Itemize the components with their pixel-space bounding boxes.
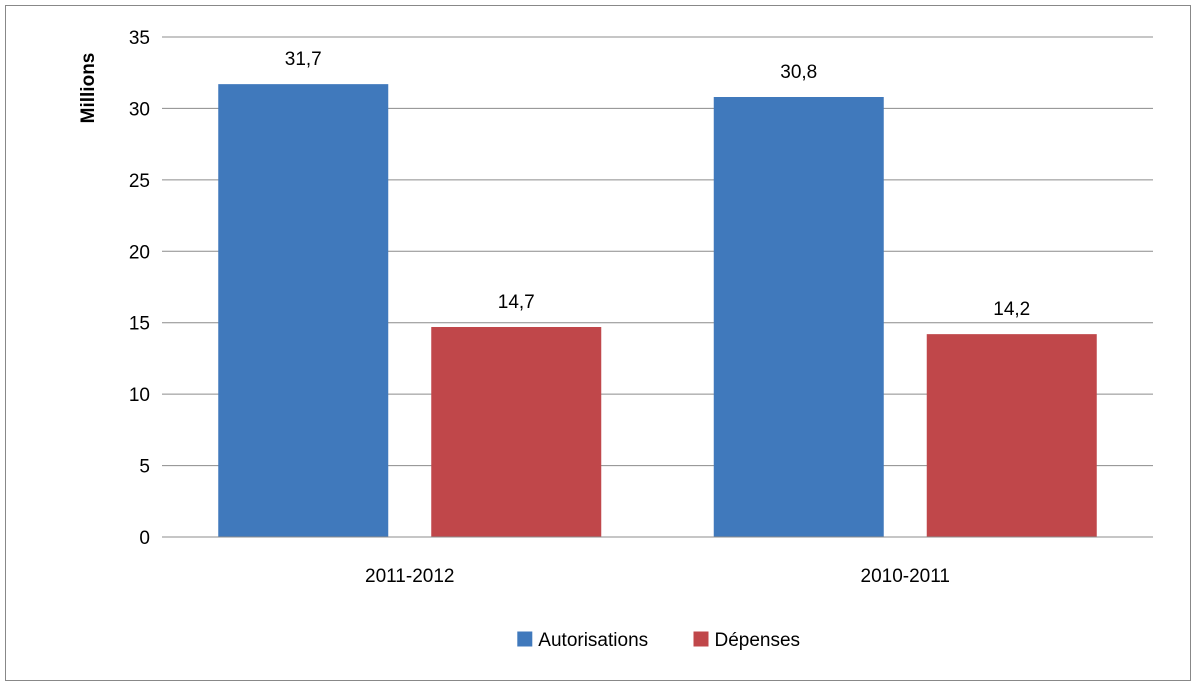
legend-label: Autorisations (538, 630, 648, 651)
y-tick-label: 20 (129, 242, 150, 263)
data-labels: 31,7 14,7 30,8 14,2 (285, 49, 1030, 320)
bars (218, 84, 1097, 538)
y-axis-ticks: 0 5 10 15 20 25 30 35 (129, 28, 150, 549)
data-label: 14,7 (498, 292, 535, 313)
bar-autorisations (218, 84, 389, 538)
bar-d-penses (431, 327, 602, 537)
y-tick-label: 0 (139, 528, 150, 549)
y-tick-label: 35 (129, 28, 150, 49)
legend-swatch (693, 631, 709, 647)
y-tick-label: 10 (129, 385, 150, 406)
data-label: 30,8 (780, 62, 817, 83)
bar-d-penses (926, 334, 1097, 537)
y-tick-label: 5 (139, 457, 150, 478)
legend-swatch (517, 631, 533, 647)
y-tick-label: 15 (129, 314, 150, 335)
data-label: 14,2 (993, 299, 1030, 320)
x-tick-label: 2010-2011 (861, 566, 950, 587)
data-label: 31,7 (285, 49, 322, 70)
y-tick-label: 30 (129, 99, 150, 120)
y-tick-label: 25 (129, 171, 150, 192)
legend: Autorisations Dépenses (517, 630, 800, 651)
x-tick-label: 2011-2012 (365, 566, 454, 587)
legend-label: Dépenses (715, 630, 801, 651)
x-axis-ticks: 2011-2012 2010-2011 (365, 566, 950, 587)
bar-autorisations (713, 97, 884, 537)
y-axis-title: Millions (78, 53, 99, 124)
